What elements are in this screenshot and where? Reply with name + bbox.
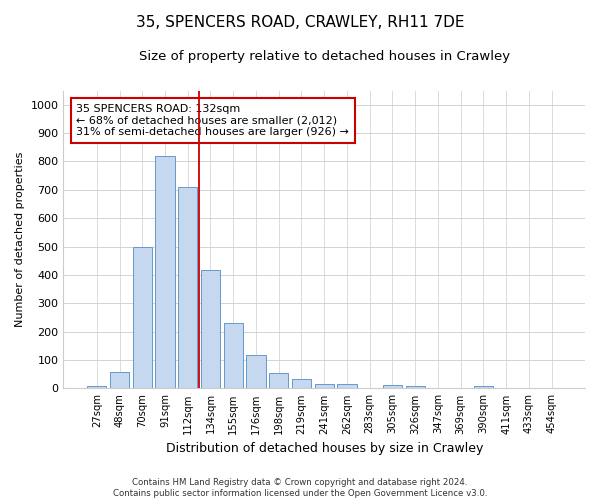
Bar <box>314 384 334 388</box>
Bar <box>133 246 152 388</box>
Bar <box>292 380 311 388</box>
Y-axis label: Number of detached properties: Number of detached properties <box>15 152 25 327</box>
X-axis label: Distribution of detached houses by size in Crawley: Distribution of detached houses by size … <box>166 442 483 455</box>
Text: 35 SPENCERS ROAD: 132sqm
← 68% of detached houses are smaller (2,012)
31% of sem: 35 SPENCERS ROAD: 132sqm ← 68% of detach… <box>76 104 349 137</box>
Bar <box>337 384 356 388</box>
Bar <box>383 385 402 388</box>
Bar <box>155 156 175 388</box>
Bar <box>178 187 197 388</box>
Bar <box>269 373 289 388</box>
Bar <box>87 386 106 388</box>
Text: 35, SPENCERS ROAD, CRAWLEY, RH11 7DE: 35, SPENCERS ROAD, CRAWLEY, RH11 7DE <box>136 15 464 30</box>
Bar <box>110 372 129 388</box>
Bar <box>474 386 493 388</box>
Bar <box>247 355 266 388</box>
Bar <box>201 270 220 388</box>
Bar <box>406 386 425 388</box>
Text: Contains HM Land Registry data © Crown copyright and database right 2024.
Contai: Contains HM Land Registry data © Crown c… <box>113 478 487 498</box>
Bar <box>224 323 243 388</box>
Title: Size of property relative to detached houses in Crawley: Size of property relative to detached ho… <box>139 50 510 63</box>
